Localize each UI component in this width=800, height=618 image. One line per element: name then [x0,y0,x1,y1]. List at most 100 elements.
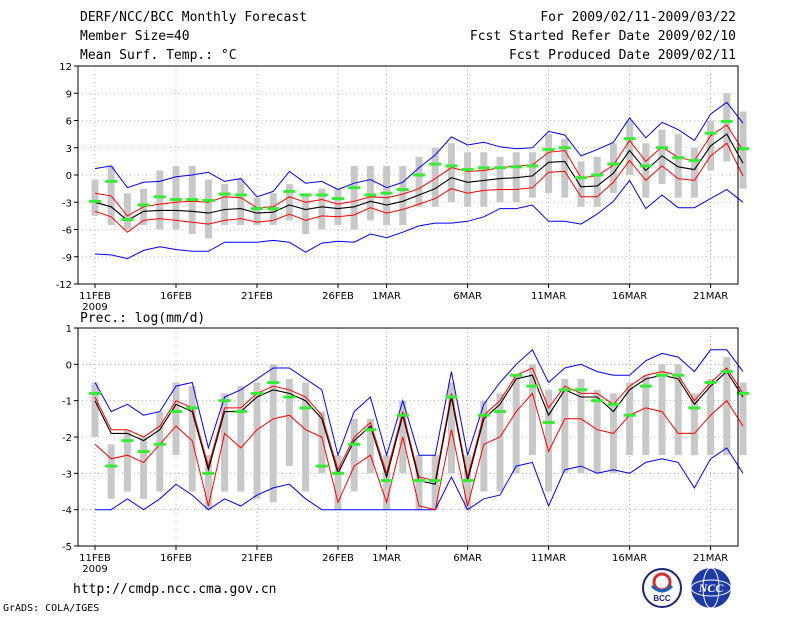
panel0-box-0 [91,179,99,216]
forecast-started-date: Fcst Started Refer Date 2009/02/10 [469,29,736,44]
panel0-box-2 [123,193,131,230]
panel1-median-marker-32 [607,402,620,406]
panel0-box-19 [399,165,407,225]
panel1-median-marker-21 [429,479,442,483]
panel0-xtick-label-6: 11MAR [531,291,566,302]
panel0-xtick-label-1: 16FEB [160,291,192,302]
panel0-box-16 [350,165,358,230]
panel1-box-8 [221,393,229,492]
panel1-xtick-label-2: 21FEB [241,553,273,564]
panel0-median-marker-30 [575,176,587,180]
panel1-median-marker-17 [364,428,377,432]
panel1-box-6 [188,386,196,492]
panel0-box-7 [204,179,212,239]
panel0-box-32 [609,143,617,194]
panel0-box-8 [221,184,229,225]
panel1-box-39 [723,357,731,456]
panel0-box-22 [447,143,455,203]
panel0-median-marker-16 [348,186,361,190]
panel0-median-marker-37 [688,158,701,162]
panel0-ytick-label-5: 3 [66,144,72,155]
panel0-median-marker-17 [364,193,377,197]
source-url[interactable]: http://cmdp.ncc.cma.gov.cn [73,582,277,597]
panel1-box-7 [204,455,212,510]
panel1-median-marker-31 [591,399,604,403]
panel0-box-10 [253,197,261,225]
panel0-median-marker-2 [121,218,134,222]
panel0-median-marker-15 [332,197,344,201]
panel0-ytick-label-8: 12 [59,62,72,73]
panel1-median-marker-20 [413,479,425,483]
panel0-median-marker-1 [105,179,118,183]
panel0-xtick-label-4: 1MAR [372,291,401,302]
panel0-box-37 [690,147,698,198]
panel1-ytick-label-3: -2 [62,433,72,444]
panel1-ytick-label-2: -3 [62,469,72,480]
panel0-median-marker-22 [445,164,458,168]
panel1-line-min [95,447,744,511]
panel1-box-30 [577,378,585,474]
panel1-median-marker-18 [380,479,393,483]
panel0-box-20 [415,156,423,207]
panel1-box-28 [545,389,553,492]
panel1-median-marker-16 [348,442,361,446]
panel0-box-23 [464,152,472,207]
panel0-median-marker-10 [251,207,263,211]
panel0-median-marker-25 [494,166,506,170]
panel1-median-marker-34 [639,384,652,388]
panel1-box-14 [318,411,326,474]
panel0-median-marker-29 [558,146,571,150]
panel0-line-min [94,179,744,260]
panel0-box-25 [496,156,504,203]
ncc-logo-text: NCC [698,581,725,595]
panel1-xtick-label-1: 16FEB [160,553,192,564]
panel0-box-28 [545,134,553,194]
panel1-xtick-label-3: 26FEB [322,553,354,564]
bcc-logo-text: BCC [653,594,671,603]
panel0-xtick-label-8: 21MAR [693,291,728,302]
panel0-ytick-label-3: -3 [62,198,72,209]
panel1-median-marker-22 [445,395,458,399]
panel0-ytick-label-0: -12 [56,280,72,291]
panel1-box-31 [593,389,601,474]
panel0-median-marker-3 [137,203,150,207]
panel1-median-marker-2 [121,439,134,443]
panel0-box-9 [237,179,245,225]
panel1-line-upper [94,367,744,482]
panel0-median-marker-11 [267,207,280,211]
panel1-median-marker-5 [170,410,182,414]
panel1-median-marker-13 [299,406,312,410]
panel1-ytick-label-4: -1 [62,397,72,408]
panel1-median-marker-23 [461,479,474,483]
panel1-box-16 [350,418,358,492]
panel0-xtick-label-0: 11FEB [79,291,111,302]
panel1-xtick-label-0: 11FEB [79,553,111,564]
panel0-box-5 [172,165,180,230]
panel0-median-marker-4 [153,195,166,199]
panel0-line-max [94,101,744,198]
panel1-box-33 [626,382,634,456]
panel1-box-12 [285,378,293,467]
panel0-box-12 [285,184,293,221]
panel0-median-marker-31 [591,173,604,177]
panel0-median-marker-21 [429,162,442,166]
panel0-box-30 [577,161,585,207]
panel1-median-marker-26 [510,373,523,377]
panel0-xtick-label-7: 16MAR [612,291,647,302]
panel0-ytick-label-6: 6 [66,117,72,128]
panel1-box-3 [140,437,148,499]
panel1-xtick-label-8: 21MAR [693,553,728,564]
panel0-median-marker-6 [186,198,199,202]
panel0-median-marker-9 [234,193,247,197]
panel0-box-36 [674,134,682,198]
panel1-xtick-label-6: 11MAR [531,553,566,564]
panel0-median-marker-36 [672,156,685,160]
grads-credit: GrADS: COLA/IGES [3,603,100,614]
panel0-median-marker-40 [737,147,749,151]
panel1-box-13 [302,382,310,492]
panel0-ytick-label-7: 9 [66,89,72,100]
panel1-box-26 [512,375,520,474]
ncc-logo: NCC [690,567,732,609]
